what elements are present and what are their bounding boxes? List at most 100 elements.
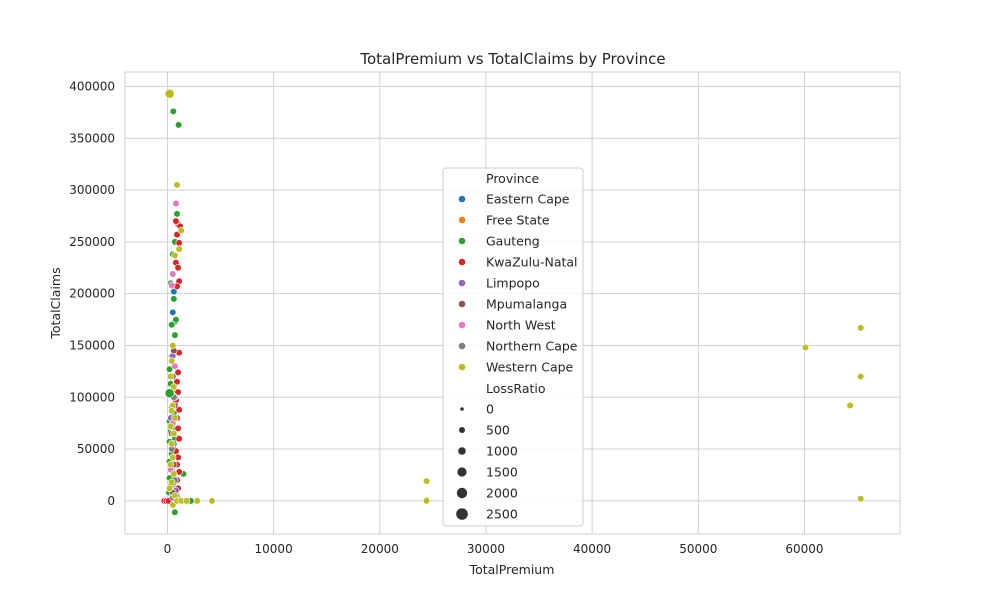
point-gauteng <box>173 210 181 218</box>
point-kwazulu-natal <box>174 264 182 272</box>
point-western-cape <box>168 357 176 365</box>
x-tick-label: 30000 <box>467 542 505 556</box>
point-western-cape <box>173 181 181 189</box>
point-western-cape <box>169 341 177 350</box>
y-tick-label: 200000 <box>69 287 115 301</box>
point-western-cape <box>165 484 174 493</box>
legend-marker <box>458 321 466 329</box>
point-north-west <box>171 362 179 370</box>
legend-size-label: 1000 <box>486 444 518 459</box>
point-western-cape <box>169 453 177 461</box>
y-tick-label: 0 <box>107 494 115 508</box>
x-tick-label: 60000 <box>785 542 823 556</box>
legend-size-marker <box>456 487 468 499</box>
point-western-cape <box>170 470 178 478</box>
legend-label: Free State <box>486 213 550 228</box>
legend-label: Limpopo <box>486 276 540 291</box>
point-gauteng <box>175 121 183 129</box>
point-western-cape <box>168 478 176 486</box>
x-axis-label: TotalPremium <box>469 562 555 577</box>
legend-marker <box>458 363 466 371</box>
point-western-cape <box>208 497 216 505</box>
chart-title: TotalPremium vs TotalClaims by Province <box>359 50 665 68</box>
y-tick-label: 250000 <box>69 235 115 249</box>
x-tick-label: 40000 <box>573 542 611 556</box>
legend-marker <box>458 237 466 245</box>
data-points <box>160 88 865 516</box>
point-eastern-cape <box>169 308 177 316</box>
point-gauteng <box>168 321 176 329</box>
point-western-cape <box>168 407 176 415</box>
legend-size-label: 2000 <box>486 486 518 501</box>
point-western-cape <box>422 497 431 505</box>
point-western-cape <box>857 324 865 332</box>
y-tick-label: 100000 <box>69 390 115 404</box>
point-kwazulu-natal <box>174 424 182 432</box>
point-kwazulu-natal <box>175 435 183 443</box>
legend-size-marker <box>457 467 467 477</box>
legend-title-lossratio: LossRatio <box>486 381 546 396</box>
point-western-cape <box>175 245 183 253</box>
legend-label: KwaZulu-Natal <box>486 255 578 270</box>
legend: Province Eastern Cape Free State Gauteng Kw… <box>442 167 584 527</box>
point-western-cape <box>422 477 431 485</box>
point-western-cape <box>177 226 185 235</box>
x-tick-label: 0 <box>164 542 172 556</box>
point-western-cape <box>846 401 854 410</box>
y-tick-label: 350000 <box>69 131 115 145</box>
legend-label: Eastern Cape <box>486 192 570 207</box>
legend-label: Mpumalanga <box>486 297 567 312</box>
point-north-west <box>169 270 177 278</box>
y-tick-label: 400000 <box>69 80 115 94</box>
point-eastern-cape <box>170 288 178 296</box>
legend-label: Gauteng <box>486 234 540 249</box>
point-western-cape <box>171 251 179 259</box>
y-tick-label: 300000 <box>69 183 115 197</box>
legend-size-marker <box>458 447 466 455</box>
legend-size-marker <box>456 508 468 520</box>
legend-marker <box>458 195 466 203</box>
point-western-cape <box>167 422 175 430</box>
point-kwazulu-natal <box>175 239 183 247</box>
point-western-cape <box>193 497 201 505</box>
point-kwazulu-natal <box>174 388 182 396</box>
legend-label: Western Cape <box>486 360 574 375</box>
legend-label: North West <box>486 318 556 333</box>
axis-ticks: 0 10000 20000 30000 40000 50000 60000050000100… <box>69 80 823 556</box>
y-tick-label: 150000 <box>69 338 115 352</box>
legend-label: Northern Cape <box>486 339 578 354</box>
point-gauteng <box>171 508 179 516</box>
point-gauteng <box>169 107 177 115</box>
point-western-cape <box>168 440 176 448</box>
legend-marker <box>458 216 466 224</box>
legend-box <box>442 167 584 527</box>
point-western-cape <box>182 497 191 505</box>
point-western-cape <box>171 414 179 422</box>
legend-size-label: 1500 <box>486 465 518 480</box>
y-tick-label: 50000 <box>77 442 115 456</box>
point-gauteng <box>170 295 178 303</box>
point-western-cape <box>857 372 865 381</box>
legend-marker <box>458 342 466 350</box>
point-north-west <box>168 281 176 289</box>
legend-size-marker <box>460 407 464 411</box>
point-western-cape <box>170 383 178 391</box>
point-western-cape <box>801 343 810 352</box>
point-western-cape <box>170 429 178 438</box>
legend-marker <box>458 258 466 266</box>
point-large <box>164 388 175 399</box>
point-gauteng <box>171 331 179 339</box>
legend-marker <box>458 300 466 308</box>
legend-size-marker <box>459 427 465 433</box>
legend-size-label: 0 <box>486 402 494 417</box>
x-tick-label: 50000 <box>679 542 717 556</box>
point-gauteng <box>165 365 174 373</box>
legend-title-province: Province <box>486 171 539 186</box>
point-kwazulu-natal <box>174 368 182 377</box>
point-western-cape <box>167 372 175 381</box>
x-tick-label: 10000 <box>255 542 293 556</box>
point-western-cape <box>167 460 175 469</box>
point-kwazulu-natal <box>173 378 181 386</box>
y-axis-label: TotalClaims <box>48 267 63 339</box>
point-kwazulu-natal <box>172 217 180 225</box>
